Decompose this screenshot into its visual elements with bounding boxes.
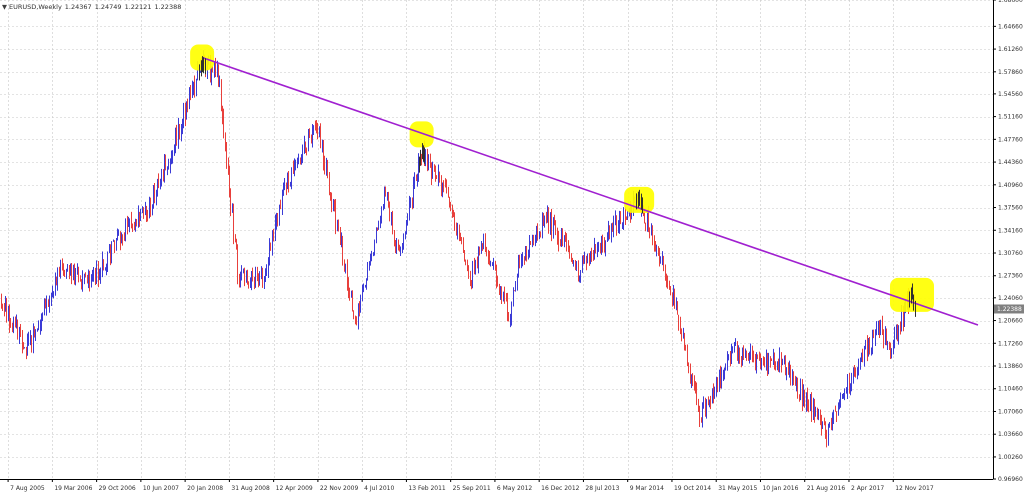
y-tick-label: 1.10460 <box>998 386 1023 393</box>
y-tick-label: 1.03660 <box>998 431 1023 438</box>
plot-area <box>0 0 993 479</box>
y-tick-label: 1.47760 <box>998 136 1023 143</box>
close-value: 1.22388 <box>154 3 182 11</box>
y-tick-label: 1.40960 <box>998 182 1023 189</box>
x-tick-label: 7 Aug 2005 <box>10 485 45 492</box>
x-tick-label: 13 Feb 2011 <box>408 485 446 492</box>
y-tick-label: 1.68600 <box>998 0 1023 4</box>
y-tick-label: 1.00260 <box>998 454 1023 461</box>
open-value: 1.24367 <box>64 3 92 11</box>
y-tick-label: 1.27360 <box>998 273 1023 280</box>
x-tick-label: 31 May 2015 <box>718 485 757 492</box>
symbol-label: EURUSD,Weekly <box>9 3 62 11</box>
low-value: 1.22121 <box>124 3 152 11</box>
x-tick-label: 28 Jul 2013 <box>585 485 619 492</box>
x-tick-label: 25 Sep 2011 <box>453 485 491 492</box>
x-tick-label: 31 Aug 2008 <box>231 485 270 492</box>
x-tick-label: 29 Oct 2006 <box>99 485 136 492</box>
y-tick-label: 1.07060 <box>998 408 1023 415</box>
current-price-label: 1.22388 <box>997 306 1022 313</box>
y-tick-label: 1.20660 <box>998 318 1023 325</box>
chart-menu-icon[interactable]: ▼ <box>2 3 7 11</box>
x-tick-label: 12 Nov 2017 <box>895 485 934 492</box>
x-tick-label: 19 Mar 2006 <box>54 485 92 492</box>
y-tick-label: 1.37560 <box>998 205 1023 212</box>
candles <box>1 50 915 448</box>
chart-header: ▼ EURUSD,Weekly 1.24367 1.24749 1.22121 1.223… <box>2 3 184 11</box>
y-tick-label: 1.30760 <box>998 250 1023 257</box>
x-tick-label: 9 Mar 2014 <box>630 485 664 492</box>
y-tick-label: 1.61260 <box>998 46 1023 53</box>
trendline <box>201 56 979 326</box>
x-tick-label: 12 Apr 2009 <box>276 485 313 492</box>
grid <box>0 0 993 480</box>
highlight-mark <box>409 121 434 148</box>
y-tick-label: 1.51160 <box>998 114 1023 121</box>
x-tick-label: 20 Jan 2008 <box>187 485 223 492</box>
y-tick-label: 1.13860 <box>998 363 1023 370</box>
current-price-box <box>994 304 1024 314</box>
x-tick-label: 4 Jul 2010 <box>364 485 394 492</box>
y-tick-label: 1.57860 <box>998 69 1023 76</box>
y-tick-label: 0.96960 <box>998 476 1023 483</box>
y-tick-label: 1.24060 <box>998 295 1023 302</box>
x-tick-label: 6 May 2012 <box>497 485 532 492</box>
x-tick-label: 16 Dec 2012 <box>541 485 580 492</box>
x-tick-label: 2 Apr 2017 <box>851 485 884 492</box>
y-tick-label: 1.54560 <box>998 91 1023 98</box>
x-tick-label: 21 Aug 2016 <box>807 485 846 492</box>
x-axis: 7 Aug 2005 19 Mar 2006 29 Oct 2006 10 Jun 2… <box>7 479 934 492</box>
y-tick-label: 1.64660 <box>998 23 1023 30</box>
highlight-candles <box>199 56 916 317</box>
y-axis: 1.68600 1.64660 1.61260 1.57860 1.54560 1.511… <box>993 0 1023 483</box>
y-tick-label: 1.34160 <box>998 227 1023 234</box>
x-tick-label: 10 Jan 2016 <box>762 485 798 492</box>
x-tick-label: 22 Nov 2009 <box>320 485 359 492</box>
y-tick-label: 1.17260 <box>998 340 1023 347</box>
x-tick-label: 19 Oct 2014 <box>674 485 711 492</box>
x-tick-label: 10 Jun 2007 <box>143 485 179 492</box>
y-tick-label: 1.44360 <box>998 159 1023 166</box>
high-value: 1.24749 <box>94 3 122 11</box>
